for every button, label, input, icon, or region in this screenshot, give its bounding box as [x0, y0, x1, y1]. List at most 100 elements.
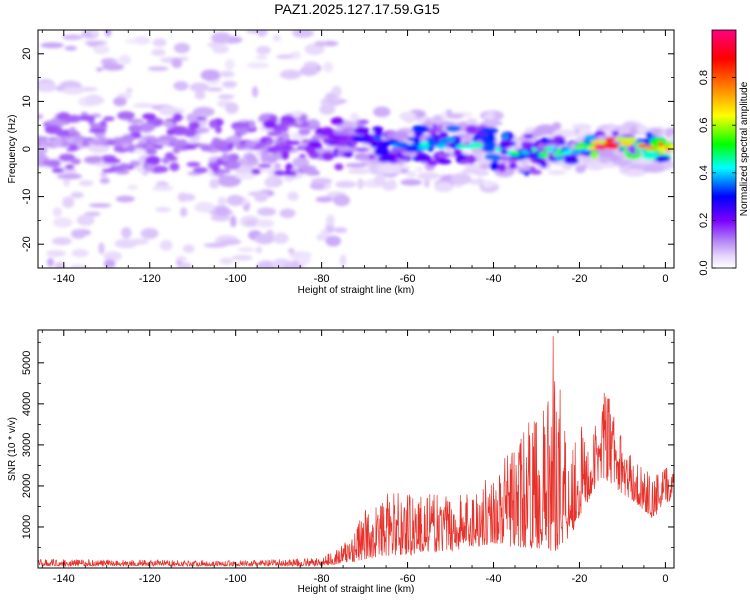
- spectrogram-ridge-blob: [538, 151, 549, 158]
- spectrogram-noise-blob: [219, 257, 234, 265]
- spectrogram-noise-blob: [217, 94, 235, 100]
- spectrogram-band-blob: [320, 126, 335, 137]
- spectrogram-ridge-blob: [138, 138, 148, 144]
- spectrogram-band-blob: [281, 151, 289, 160]
- spectrogram-band-blob: [279, 120, 291, 126]
- colorbar: 0.0 0.2 0.4 0.6 0.8 Normalized spectral ampl…: [698, 29, 750, 276]
- spectrogram-ridge-blob: [158, 140, 171, 146]
- spectrogram-noise-blob: [617, 125, 630, 136]
- spectrogram-band-blob: [195, 127, 210, 134]
- spectrogram-band-blob: [497, 162, 507, 173]
- spectrogram-noise-blob: [98, 242, 105, 255]
- spectrogram-band-blob: [628, 145, 637, 155]
- snr-x-tick-label: -100: [225, 573, 247, 585]
- spectrogram-noise-blob: [230, 215, 237, 228]
- spectrogram-band-blob: [58, 153, 76, 162]
- spectrogram-band-blob: [517, 166, 532, 172]
- spectrogram-band-blob: [425, 128, 441, 134]
- spectrogram-band-blob: [273, 163, 282, 170]
- spectrogram-band-blob: [373, 146, 390, 157]
- spectrogram-noise-blob: [210, 214, 231, 222]
- spectrogram-noise-blob: [100, 172, 108, 177]
- spectrogram-band-blob: [267, 130, 283, 137]
- spectrogram-x-tick-label: 0: [662, 273, 668, 285]
- spectrogram-noise-blob: [292, 30, 314, 38]
- spectrogram-noise-blob: [464, 163, 483, 171]
- spectrogram-band-blob: [246, 154, 257, 164]
- colorbar-gradient: [711, 29, 737, 269]
- spectrogram-y-tick-label: -20: [21, 236, 33, 252]
- snr-x-tick-label: -120: [139, 573, 161, 585]
- spectrogram-band-blob: [461, 160, 469, 165]
- spectrogram-ridge-blob: [487, 142, 497, 148]
- spectrogram-noise-blob: [84, 94, 103, 106]
- spectrogram-band-blob: [229, 164, 239, 170]
- spectrogram-noise-blob: [303, 61, 319, 68]
- spectrogram-band-blob: [445, 125, 462, 132]
- spectrogram-noise-blob: [445, 113, 464, 119]
- spectrogram-noise-blob: [124, 39, 147, 44]
- spectrogram-ridge-blob: [562, 149, 573, 155]
- spectrogram-noise-blob: [69, 264, 89, 268]
- spectrogram-noise-blob: [62, 34, 83, 41]
- spectrogram-noise-blob: [272, 34, 281, 42]
- spectrogram-band-blob: [263, 120, 277, 130]
- spectrogram-noise-blob: [118, 54, 132, 65]
- spectrogram-x-tick-label: -20: [572, 273, 588, 285]
- spectrogram-noise-blob: [465, 118, 478, 126]
- spectrogram-band-blob: [88, 128, 107, 134]
- spectrogram-noise-blob: [59, 173, 83, 180]
- spectrogram-band-blob: [66, 116, 78, 123]
- spectrogram-noise-blob: [64, 45, 77, 51]
- spectrogram-noise-blob: [219, 239, 242, 245]
- spectrogram-ridge-blob: [374, 135, 382, 141]
- spectrogram-band-blob: [354, 126, 370, 135]
- spectrogram-band-blob: [221, 153, 230, 163]
- spectrogram-noise-blob: [147, 66, 169, 72]
- spectrogram-ridge-blob: [268, 146, 283, 152]
- spectrogram-band-blob: [216, 171, 225, 177]
- spectrogram-noise-blob: [347, 168, 371, 175]
- spectrogram-noise-blob: [71, 249, 89, 258]
- spectrogram-band-blob: [337, 146, 356, 152]
- spectrogram-band-blob: [172, 146, 181, 154]
- spectrogram-band-blob: [653, 155, 671, 163]
- spectrogram-band-blob: [211, 163, 220, 173]
- spectrogram-noise-blob: [225, 102, 239, 114]
- snr-y-tick-label: 3000: [21, 433, 33, 457]
- spectrogram-ridge-blob: [435, 143, 448, 149]
- spectrogram-noise-blob: [194, 201, 215, 213]
- spectrogram-band-blob: [411, 124, 429, 133]
- spectrogram-noise-blob: [231, 254, 253, 261]
- spectrogram-ridge-blob: [299, 144, 306, 149]
- spectrogram-band-blob: [281, 131, 290, 141]
- spectrogram-ridge-blob: [483, 146, 496, 153]
- spectrogram-band-blob: [38, 114, 44, 120]
- spectrogram-noise-blob: [323, 61, 334, 73]
- spectrogram-noise-blob: [381, 180, 397, 191]
- spectrogram-noise-blob: [46, 257, 54, 267]
- spectrogram-noise-blob: [416, 111, 426, 117]
- spectrogram-noise-blob: [299, 65, 319, 76]
- spectrogram-noise-blob: [70, 191, 84, 199]
- spectrogram-ridge-blob: [531, 147, 538, 152]
- spectrogram-band-blob: [186, 161, 201, 167]
- spectrogram-x-tick-label: -120: [139, 273, 161, 285]
- spectrogram-noise-blob: [217, 175, 242, 187]
- spectrogram-noise-blob: [90, 30, 99, 36]
- colorbar-tick-label: 0.8: [698, 70, 710, 85]
- spectrogram-noise-blob: [222, 80, 237, 89]
- spectrogram-ridge-blob: [605, 143, 620, 150]
- spectrogram-band-blob: [426, 159, 438, 167]
- spectrogram-noise-blob: [255, 55, 268, 60]
- spectrogram-noise-blob: [325, 92, 337, 102]
- spectrogram-ridge-blob: [178, 139, 187, 144]
- spectrogram-band-blob: [438, 131, 449, 139]
- spectrogram-ridge-blob: [637, 143, 649, 149]
- snr-x-tick-label: -80: [314, 573, 330, 585]
- spectrogram-noise-blob: [182, 244, 195, 253]
- spectrogram-band-blob: [162, 157, 170, 165]
- spectrogram-band-blob: [355, 147, 370, 152]
- spectrogram-noise-blob: [255, 219, 275, 228]
- spectrogram-y-tick-label: 0: [21, 146, 33, 152]
